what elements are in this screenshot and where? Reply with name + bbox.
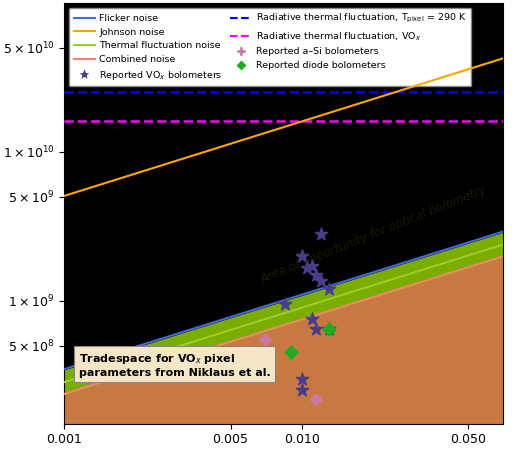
Point [298,252,306,260]
Point [313,325,321,332]
Point [325,325,333,332]
Point [325,325,333,332]
Point [325,286,333,293]
Point [298,387,306,394]
Point [298,375,306,382]
Text: Tradespace for VO$_x$ pixel
parameters from Niklaus et al.: Tradespace for VO$_x$ pixel parameters f… [79,352,270,378]
Point [308,263,316,270]
Point [281,300,289,308]
Legend: Flicker noise, Johnson noise, Thermal fluctuation noise, Combined noise, Reporte: Flicker noise, Johnson noise, Thermal fl… [69,8,471,87]
Point [313,395,321,402]
Point [303,265,311,272]
Point [313,271,321,278]
Text: Area of opportunity for optical bolometry: Area of opportunity for optical bolometr… [259,183,489,286]
Point [308,316,316,323]
Point [261,336,269,343]
Point [287,349,295,356]
Point [317,230,325,238]
Point [317,278,325,285]
